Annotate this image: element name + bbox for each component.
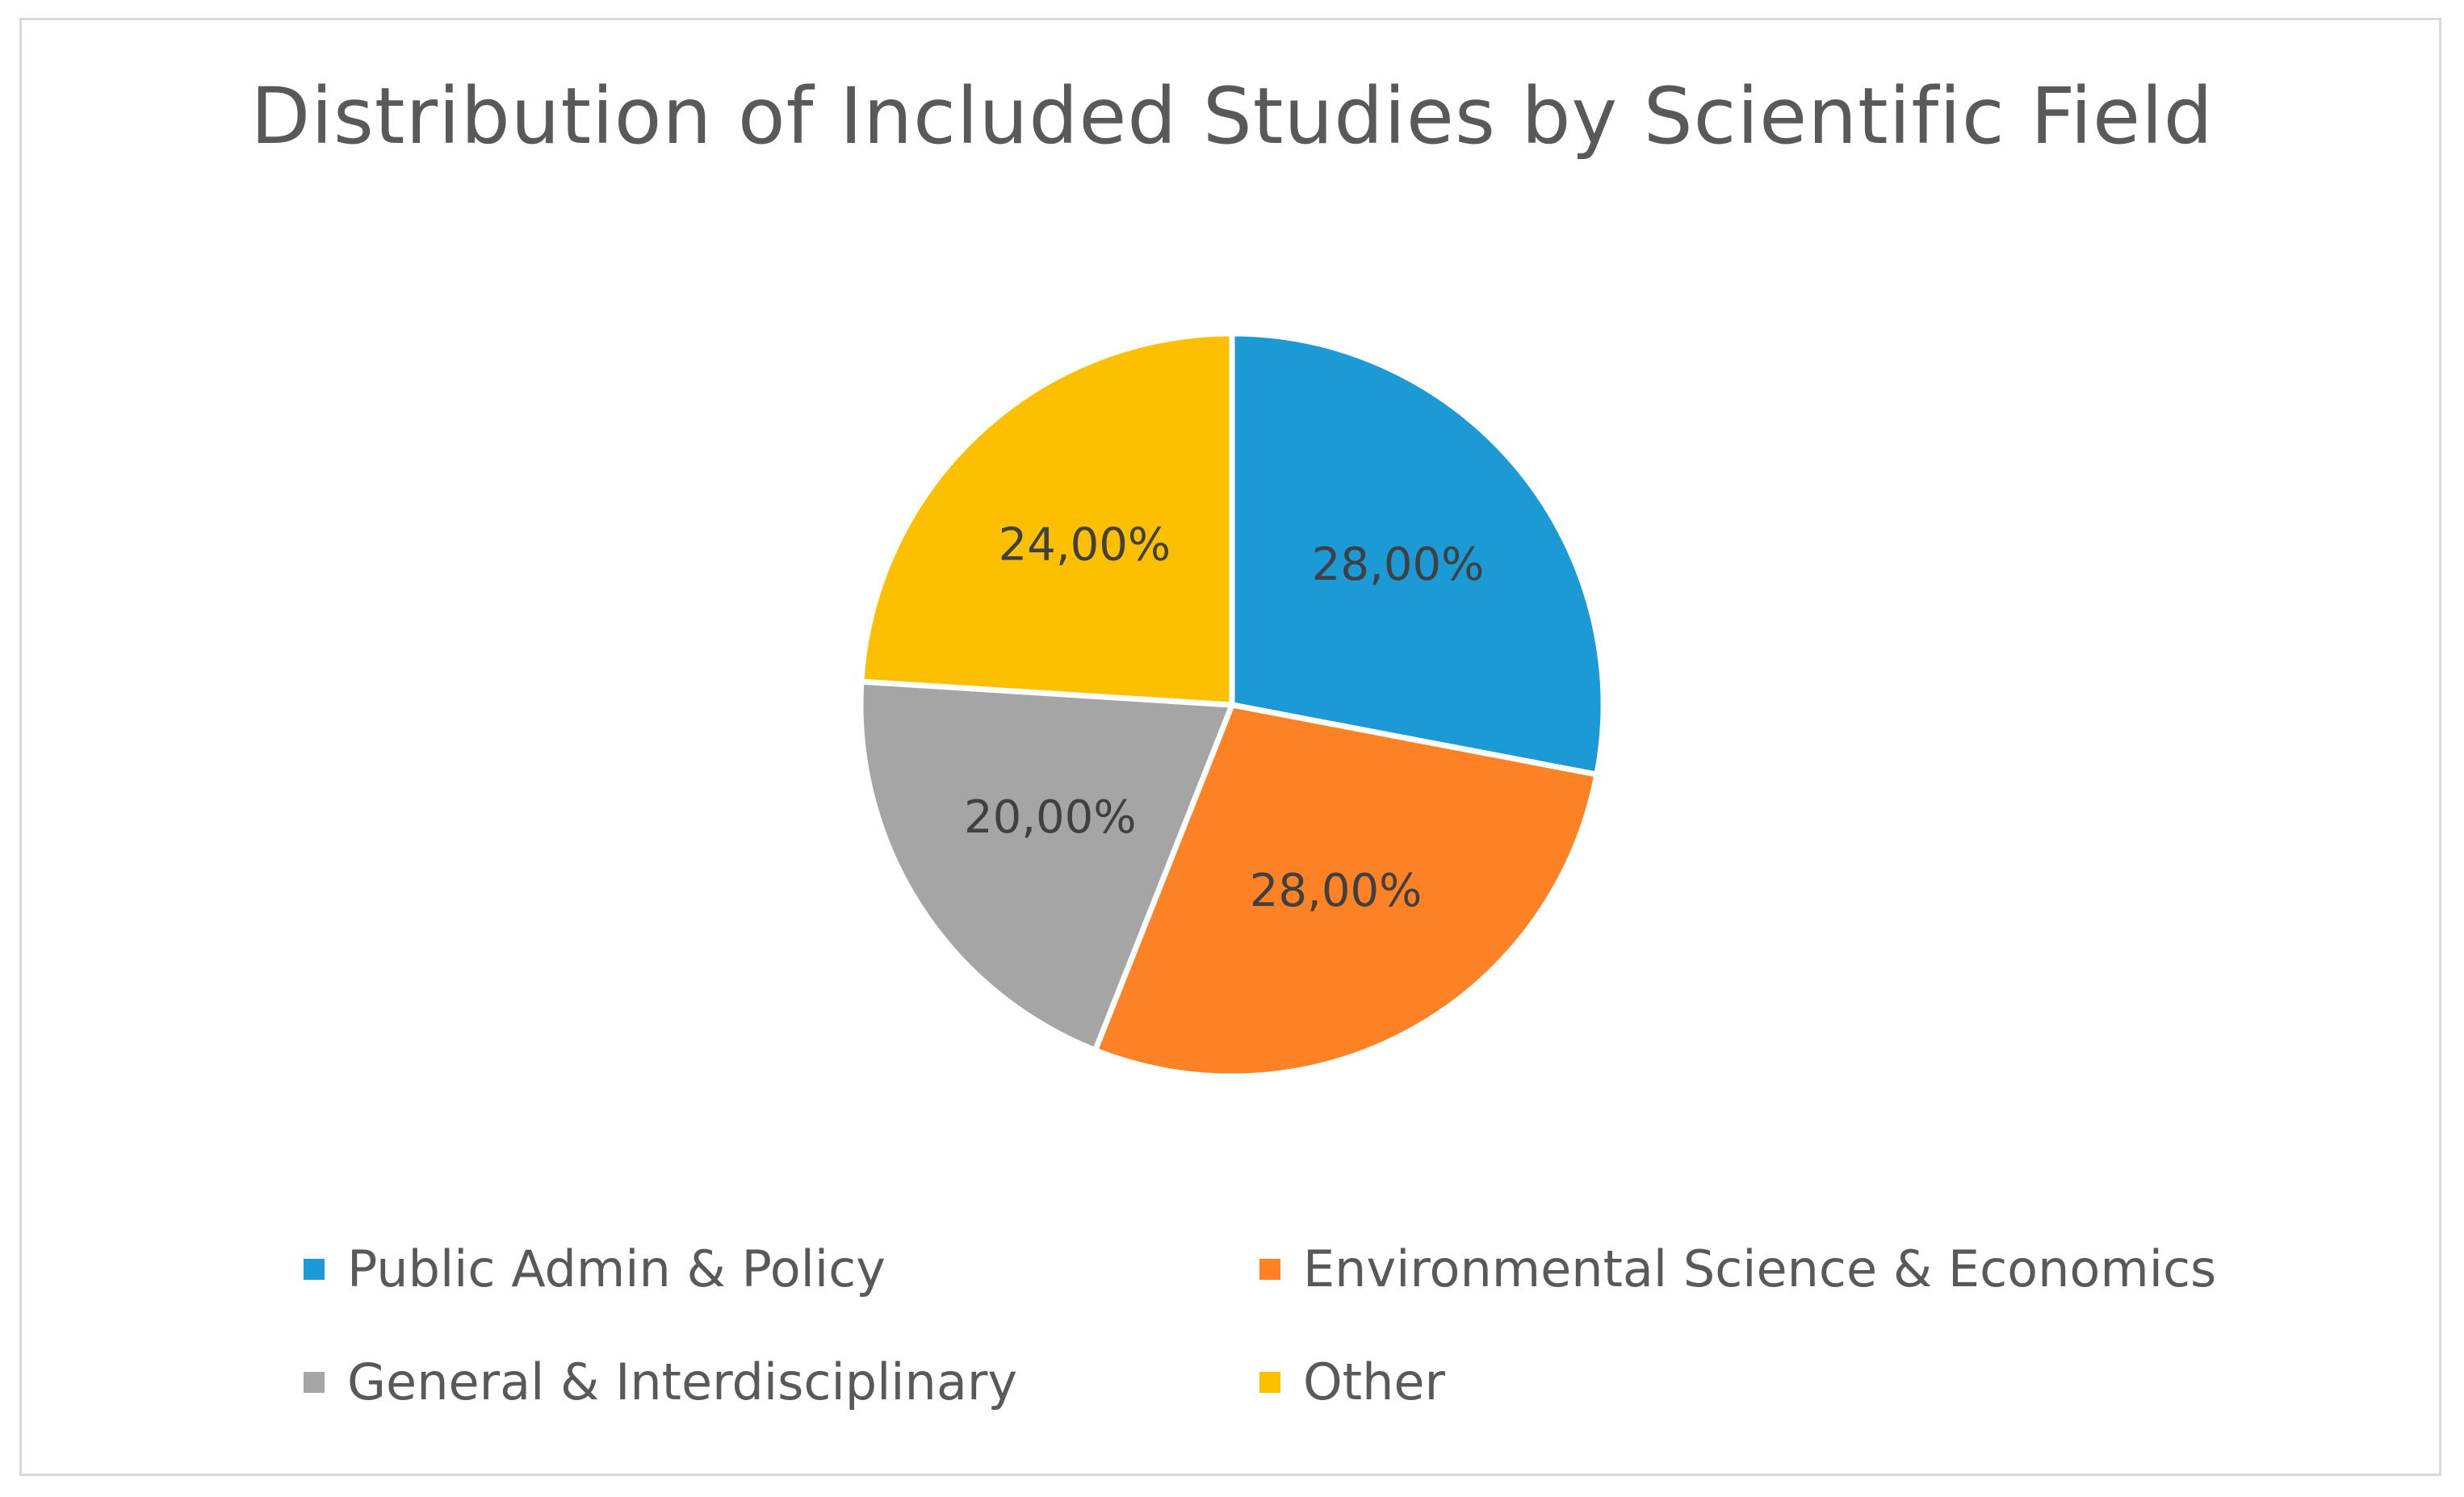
- legend-label-general-interdisciplinary: General & Interdisciplinary: [347, 1352, 1018, 1411]
- legend-swatch-environmental-science-economics: [1259, 1258, 1280, 1280]
- legend-item-public-admin-policy: Public Admin & Policy: [304, 1239, 886, 1298]
- legend-swatch-other: [1259, 1371, 1280, 1393]
- chart-title: Distribution of Included Studies by Scie…: [250, 71, 2214, 161]
- legend-swatch-public-admin-policy: [304, 1258, 325, 1280]
- pie-slice-environmental-science-economics: [1092, 702, 1600, 1080]
- data-label-general-interdisciplinary: 20,00%: [964, 791, 1137, 844]
- legend-label-environmental-science-economics: Environmental Science & Economics: [1303, 1239, 2217, 1298]
- legend-item-environmental-science-economics: Environmental Science & Economics: [1259, 1239, 2216, 1298]
- legend-item-other: Other: [1259, 1352, 1445, 1411]
- legend-swatch-general-interdisciplinary: [304, 1371, 325, 1393]
- data-label-other: 24,00%: [999, 519, 1171, 572]
- pie-slice-other: [858, 330, 1235, 708]
- pie-slice-general-interdisciplinary: [857, 678, 1235, 1054]
- pie-slice-public-admin-policy: [1229, 330, 1607, 778]
- legend-label-other: Other: [1303, 1352, 1446, 1411]
- data-label-public-admin-policy: 28,00%: [1312, 539, 1485, 591]
- legend-item-general-interdisciplinary: General & Interdisciplinary: [304, 1352, 1017, 1411]
- legend-label-public-admin-policy: Public Admin & Policy: [347, 1239, 886, 1298]
- data-label-environmental-science-economics: 28,00%: [1250, 865, 1423, 917]
